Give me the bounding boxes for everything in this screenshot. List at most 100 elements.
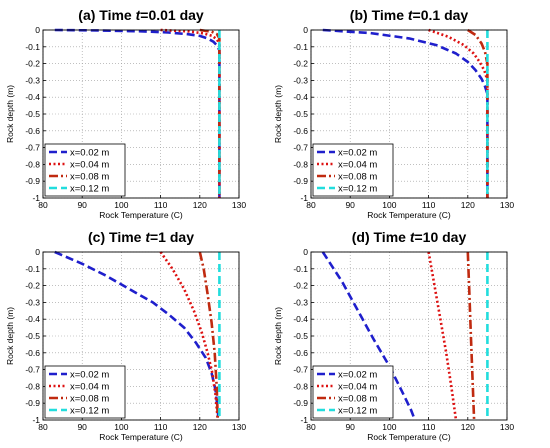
legend-label-4: x=0.12 m — [70, 406, 109, 417]
y-tick-label: -0.8 — [293, 381, 308, 391]
y-tick-label: -0.9 — [25, 398, 40, 408]
y-tick-label: -0.6 — [25, 126, 40, 136]
legend-label-3: x=0.08 m — [338, 172, 377, 183]
y-tick-label: -0.2 — [25, 281, 40, 291]
y-tick-label: -0.6 — [293, 126, 308, 136]
y-tick-label: -0.2 — [293, 281, 308, 291]
series-line-2 — [160, 28, 221, 198]
legend: x=0.02 mx=0.04 mx=0.08 mx=0.12 m — [44, 365, 126, 419]
legend: x=0.02 mx=0.04 mx=0.08 mx=0.12 m — [44, 143, 126, 197]
chart-title: (a) Time t=0.01 day — [78, 7, 204, 23]
x-tick-label: 120 — [193, 422, 207, 432]
x-tick-label: 100 — [114, 200, 128, 210]
y-tick-label: -0.4 — [293, 92, 308, 102]
y-tick-label: -0.7 — [293, 365, 308, 375]
y-tick-label: -0.1 — [293, 42, 308, 52]
y-tick-label: -0.4 — [25, 314, 40, 324]
chart-title: (d) Time t=10 day — [352, 229, 467, 245]
y-tick-label: 0 — [303, 247, 308, 257]
y-tick-label: -0.5 — [293, 331, 308, 341]
x-tick-label: 90 — [345, 200, 355, 210]
x-tick-label: 110 — [422, 200, 436, 210]
x-tick-label: 80 — [306, 200, 316, 210]
y-tick-label: 0 — [35, 25, 40, 35]
y-tick-label: -0.1 — [25, 264, 40, 274]
x-tick-label: 110 — [422, 422, 436, 432]
y-axis-label: Rock depth (m) — [5, 307, 15, 365]
y-tick-label: -0.1 — [293, 264, 308, 274]
chart-title-variable: t — [410, 229, 416, 245]
legend-label-3: x=0.08 m — [338, 394, 377, 405]
x-tick-label: 130 — [500, 422, 514, 432]
legend-label-4: x=0.12 m — [338, 184, 377, 195]
y-tick-label: -0.7 — [25, 365, 40, 375]
chart-title-suffix: =0.1 day — [413, 7, 469, 23]
x-axis-label: Rock Temperature (C) — [99, 210, 183, 220]
legend-label-2: x=0.04 m — [338, 382, 377, 393]
y-tick-label: -1 — [300, 415, 308, 425]
axes-frame — [42, 29, 240, 199]
legend: x=0.02 mx=0.04 mx=0.08 mx=0.12 m — [312, 365, 394, 419]
legend-box — [312, 143, 394, 197]
chart-title: (b) Time t=0.1 day — [350, 7, 469, 23]
legend: x=0.02 mx=0.04 mx=0.08 mx=0.12 m — [312, 143, 394, 197]
x-axis-label: Rock Temperature (C) — [367, 210, 451, 220]
chart-title-prefix: (b) Time — [350, 7, 408, 23]
y-tick-label: -0.5 — [293, 109, 308, 119]
legend-box — [312, 365, 394, 419]
y-tick-label: -0.7 — [293, 143, 308, 153]
chart-title-prefix: (a) Time — [78, 7, 135, 23]
axes-frame — [42, 251, 240, 421]
y-tick-label: -0.5 — [25, 109, 40, 119]
legend-label-1: x=0.02 m — [338, 370, 377, 381]
x-tick-label: 90 — [77, 422, 87, 432]
series-line-2 — [427, 251, 458, 421]
y-tick-label: -0.4 — [293, 314, 308, 324]
y-tick-label: -0.2 — [293, 59, 308, 69]
legend-label-2: x=0.04 m — [338, 160, 377, 171]
y-tick-label: 0 — [303, 25, 308, 35]
axes-frame — [310, 251, 508, 421]
y-tick-label: -0.6 — [293, 348, 308, 358]
series-line-3 — [466, 251, 476, 421]
y-axis-label: Rock depth (m) — [5, 85, 15, 143]
x-tick-label: 80 — [306, 422, 316, 432]
x-tick-label: 80 — [38, 422, 48, 432]
x-tick-label: 100 — [382, 422, 396, 432]
legend-label-4: x=0.12 m — [70, 184, 109, 195]
panel-3: 80 90 100 110 120 130 0 -0.1 -0.2 -0.3 -0.4 -0.5 -0.… — [5, 229, 246, 442]
panel-1: 80 90 100 110 120 130 0 -0.1 -0.2 -0.3 -0.4 -0.5 -0.… — [5, 7, 246, 220]
chart-title: (c) Time t=1 day — [88, 229, 194, 245]
legend-label-3: x=0.08 m — [70, 172, 109, 183]
x-axis-label: Rock Temperature (C) — [367, 432, 451, 442]
y-tick-label: -0.9 — [293, 398, 308, 408]
x-tick-label: 130 — [232, 200, 246, 210]
chart-title-variable: t — [408, 7, 414, 23]
chart-title-prefix: (d) Time — [352, 229, 410, 245]
legend-box — [44, 365, 126, 419]
legend-label-2: x=0.04 m — [70, 160, 109, 171]
y-tick-label: -0.8 — [25, 381, 40, 391]
y-tick-label: -0.5 — [25, 331, 40, 341]
chart-title-prefix: (c) Time — [88, 229, 145, 245]
y-tick-label: -1 — [32, 415, 40, 425]
y-tick-label: -0.4 — [25, 92, 40, 102]
series-line-2 — [428, 28, 489, 198]
y-tick-label: -0.3 — [25, 297, 40, 307]
y-tick-label: -1 — [32, 193, 40, 203]
x-tick-label: 120 — [193, 200, 207, 210]
x-tick-label: 120 — [461, 200, 475, 210]
x-tick-label: 130 — [232, 422, 246, 432]
y-tick-label: 0 — [35, 247, 40, 257]
y-axis-label: Rock depth (m) — [273, 307, 283, 365]
legend-label-1: x=0.02 m — [338, 148, 377, 159]
x-tick-label: 100 — [114, 422, 128, 432]
legend-label-3: x=0.08 m — [70, 394, 109, 405]
chart-title-variable: t — [145, 229, 151, 245]
x-axis-label: Rock Temperature (C) — [99, 432, 183, 442]
legend-label-1: x=0.02 m — [70, 370, 109, 381]
x-tick-label: 90 — [77, 200, 87, 210]
y-tick-label: -0.9 — [293, 176, 308, 186]
x-tick-label: 90 — [345, 422, 355, 432]
series-line-2 — [159, 251, 220, 421]
